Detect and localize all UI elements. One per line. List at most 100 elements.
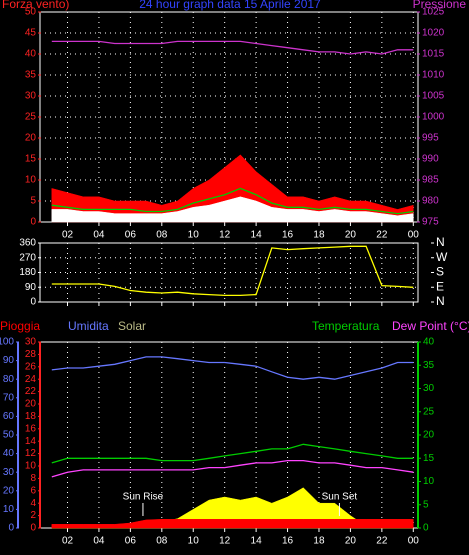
y-tick-label: 18 (25, 411, 37, 422)
y-tick-label: 4 (30, 498, 36, 509)
x-tick-label: 16 (282, 230, 294, 241)
x-tick-label: 12 (219, 536, 231, 547)
legend-label: Pioggia (0, 319, 40, 333)
y2-tick-label: 980 (422, 196, 439, 207)
y2-label: Pressione (413, 0, 467, 11)
series-line (51, 187, 414, 215)
y-tick-label: 360 (19, 238, 36, 249)
y-tick-label: 50 (25, 7, 37, 18)
y2-tick-label: N (436, 294, 445, 308)
y-tick-label: 90 (25, 282, 37, 293)
y2-tick-label: S (436, 265, 444, 279)
legend-label: Temperatura (312, 319, 380, 333)
y-tick-label: 25 (25, 112, 37, 123)
y-tick-label: 30 (25, 337, 37, 348)
y-tick-label: 180 (19, 267, 36, 278)
plot-frame (39, 242, 419, 303)
y-tick-label: 30 (25, 91, 37, 102)
y2-tick-label: 1000 (422, 112, 445, 123)
y-label: Forza vento) (2, 0, 69, 11)
y-tick-label: 10 (25, 461, 37, 472)
y-tick-label: 10 (25, 175, 37, 186)
x-tick-label: 12 (219, 230, 231, 241)
y-tick-label: 45 (25, 28, 37, 39)
y-tick-label: 26 (25, 361, 37, 372)
y2-tick-label: 1015 (422, 49, 445, 60)
x-tick-label: 22 (376, 230, 388, 241)
y2-tick-label: 1005 (422, 91, 445, 102)
x-tick-label: 06 (125, 536, 137, 547)
x-tick-label: 06 (125, 230, 137, 241)
y-tick-label: 28 (25, 349, 37, 360)
y-tick-label: 0 (30, 523, 36, 534)
y2-tick-label: 20 (423, 430, 435, 441)
y-tick-label: 24 (25, 374, 37, 385)
y-tick-label: 0 (30, 297, 36, 308)
series-area (51, 519, 414, 529)
y-tick-label: 40 (25, 49, 37, 60)
x-tick-label: 10 (188, 230, 200, 241)
series-area (51, 196, 414, 223)
y2-tick-label: 0 (423, 523, 429, 534)
x-tick-label: 20 (345, 230, 357, 241)
y2-tick-label: E (436, 279, 444, 293)
y2-tick-label: 1010 (422, 70, 445, 81)
y3-tick-label: 50 (3, 430, 15, 441)
x-tick-label: 14 (251, 230, 263, 241)
annotation: Sun Rise (123, 492, 164, 503)
y2-tick-label: 985 (422, 175, 439, 186)
y2-tick-label: 1020 (422, 28, 445, 39)
y3-tick-label: 10 (3, 504, 15, 515)
y-tick-label: 20 (25, 133, 37, 144)
x-tick-label: 16 (282, 536, 294, 547)
y2-tick-label: N (436, 235, 445, 249)
series-line (51, 356, 414, 380)
y3-tick-label: 100 (0, 337, 14, 348)
y-tick-label: 5 (30, 196, 36, 207)
legend-label: Solar (118, 319, 146, 333)
y-tick-label: 8 (30, 473, 36, 484)
y3-tick-label: 20 (3, 485, 15, 496)
y2-tick-label: 990 (422, 154, 439, 165)
legend-label: Umidita (68, 319, 109, 333)
series-line (51, 443, 414, 464)
x-tick-label: 04 (93, 536, 105, 547)
y2-tick-label: 995 (422, 133, 439, 144)
annotation: Sun Set (322, 492, 358, 503)
x-tick-label: 08 (156, 230, 168, 241)
y-tick-label: 16 (25, 423, 37, 434)
series-line (51, 245, 414, 297)
x-tick-label: 02 (62, 536, 74, 547)
x-tick-label: 20 (345, 536, 357, 547)
y3-tick-label: 40 (3, 448, 15, 459)
y2-tick-label: 975 (422, 217, 439, 228)
y3-tick-label: 60 (3, 411, 15, 422)
y-tick-label: 20 (25, 399, 37, 410)
y2-tick-label: 30 (423, 383, 435, 394)
y2-tick-label: W (436, 250, 448, 264)
x-tick-label: 18 (313, 230, 325, 241)
y2-tick-label: 5 (423, 499, 429, 510)
y-tick-label: 15 (25, 154, 37, 165)
x-tick-label: 00 (408, 230, 420, 241)
series-area (51, 154, 414, 223)
legend-label: Dew Point (°C) (392, 319, 469, 333)
title: 24 hour graph data 15 Aprile 2017 (139, 0, 321, 11)
x-tick-label: 14 (251, 536, 263, 547)
y2-tick-label: 15 (423, 453, 435, 464)
y3-tick-label: 90 (3, 355, 15, 366)
x-tick-label: 22 (376, 536, 388, 547)
x-tick-label: 00 (408, 536, 420, 547)
y2-tick-label: 10 (423, 476, 435, 487)
y3-tick-label: 80 (3, 374, 15, 385)
y-tick-label: 12 (25, 448, 37, 459)
y2-tick-label: 40 (423, 337, 435, 348)
y-tick-label: 14 (25, 436, 37, 447)
x-tick-label: 02 (62, 230, 74, 241)
y-tick-label: 35 (25, 70, 37, 81)
y3-tick-label: 70 (3, 392, 15, 403)
y2-tick-label: 35 (423, 360, 435, 371)
y-tick-label: 0 (30, 217, 36, 228)
y2-tick-label: 25 (423, 406, 435, 417)
